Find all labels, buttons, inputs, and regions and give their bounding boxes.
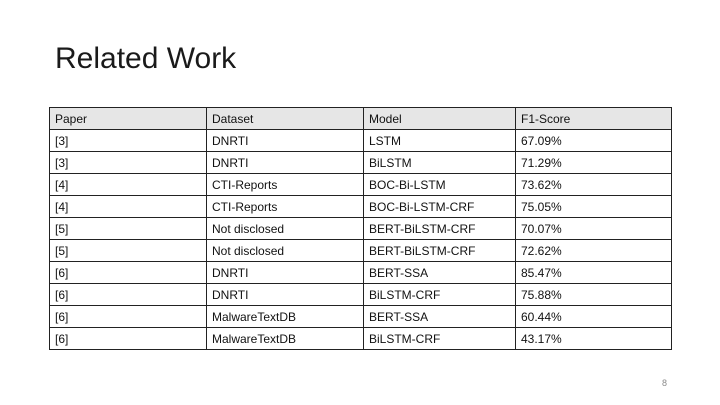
cell-paper: [6] bbox=[49, 261, 207, 284]
cell-f1-score: 85.47% bbox=[515, 261, 672, 284]
header-model: Model bbox=[363, 107, 516, 130]
cell-model: BERT-BiLSTM-CRF bbox=[363, 217, 516, 240]
cell-dataset: CTI-Reports bbox=[206, 173, 364, 196]
cell-dataset: Not disclosed bbox=[206, 239, 364, 262]
cell-model: BiLSTM-CRF bbox=[363, 327, 516, 350]
cell-paper: [3] bbox=[49, 129, 207, 152]
table-header: Paper Dataset Model F1-Score bbox=[49, 107, 672, 130]
cell-f1-score: 60.44% bbox=[515, 305, 672, 328]
cell-model: LSTM bbox=[363, 129, 516, 152]
header-dataset: Dataset bbox=[206, 107, 364, 130]
cell-paper: [6] bbox=[49, 327, 207, 350]
cell-dataset: DNRTI bbox=[206, 283, 364, 306]
cell-f1-score: 72.62% bbox=[515, 239, 672, 262]
cell-dataset: DNRTI bbox=[206, 261, 364, 284]
table-row: [4] CTI-Reports BOC-Bi-LSTM 73.62% bbox=[49, 173, 672, 196]
cell-paper: [4] bbox=[49, 173, 207, 196]
table-header-row: Paper Dataset Model F1-Score bbox=[49, 107, 672, 130]
cell-f1-score: 70.07% bbox=[515, 217, 672, 240]
related-work-table: Paper Dataset Model F1-Score [3] DNRTI L… bbox=[49, 107, 672, 350]
cell-paper: [6] bbox=[49, 283, 207, 306]
cell-paper: [5] bbox=[49, 239, 207, 262]
page-number: 8 bbox=[661, 378, 667, 388]
table-row: [5] Not disclosed BERT-BiLSTM-CRF 70.07% bbox=[49, 217, 672, 240]
cell-f1-score: 75.05% bbox=[515, 195, 672, 218]
cell-f1-score: 71.29% bbox=[515, 151, 672, 174]
table-row: [6] MalwareTextDB BiLSTM-CRF 43.17% bbox=[49, 327, 672, 350]
table-row: [5] Not disclosed BERT-BiLSTM-CRF 72.62% bbox=[49, 239, 672, 262]
cell-model: BiLSTM-CRF bbox=[363, 283, 516, 306]
cell-model: BOC-Bi-LSTM-CRF bbox=[363, 195, 516, 218]
table-row: [6] DNRTI BiLSTM-CRF 75.88% bbox=[49, 283, 672, 306]
cell-f1-score: 43.17% bbox=[515, 327, 672, 350]
table-row: [4] CTI-Reports BOC-Bi-LSTM-CRF 75.05% bbox=[49, 195, 672, 218]
cell-dataset: DNRTI bbox=[206, 151, 364, 174]
cell-model: BOC-Bi-LSTM bbox=[363, 173, 516, 196]
cell-paper: [4] bbox=[49, 195, 207, 218]
cell-dataset: CTI-Reports bbox=[206, 195, 364, 218]
table-row: [3] DNRTI LSTM 67.09% bbox=[49, 129, 672, 152]
cell-dataset: MalwareTextDB bbox=[206, 327, 364, 350]
table-row: [6] MalwareTextDB BERT-SSA 60.44% bbox=[49, 305, 672, 328]
header-paper: Paper bbox=[49, 107, 207, 130]
header-f1-score: F1-Score bbox=[515, 107, 672, 130]
table-row: [6] DNRTI BERT-SSA 85.47% bbox=[49, 261, 672, 284]
cell-f1-score: 67.09% bbox=[515, 129, 672, 152]
cell-model: BiLSTM bbox=[363, 151, 516, 174]
cell-f1-score: 75.88% bbox=[515, 283, 672, 306]
cell-f1-score: 73.62% bbox=[515, 173, 672, 196]
cell-dataset: Not disclosed bbox=[206, 217, 364, 240]
table-row: [3] DNRTI BiLSTM 71.29% bbox=[49, 151, 672, 174]
cell-paper: [5] bbox=[49, 217, 207, 240]
table-body: [3] DNRTI LSTM 67.09% [3] DNRTI BiLSTM 7… bbox=[49, 129, 672, 350]
cell-dataset: DNRTI bbox=[206, 129, 364, 152]
cell-model: BERT-BiLSTM-CRF bbox=[363, 239, 516, 262]
slide-title: Related Work bbox=[55, 42, 237, 75]
cell-paper: [3] bbox=[49, 151, 207, 174]
cell-dataset: MalwareTextDB bbox=[206, 305, 364, 328]
cell-model: BERT-SSA bbox=[363, 305, 516, 328]
cell-paper: [6] bbox=[49, 305, 207, 328]
cell-model: BERT-SSA bbox=[363, 261, 516, 284]
